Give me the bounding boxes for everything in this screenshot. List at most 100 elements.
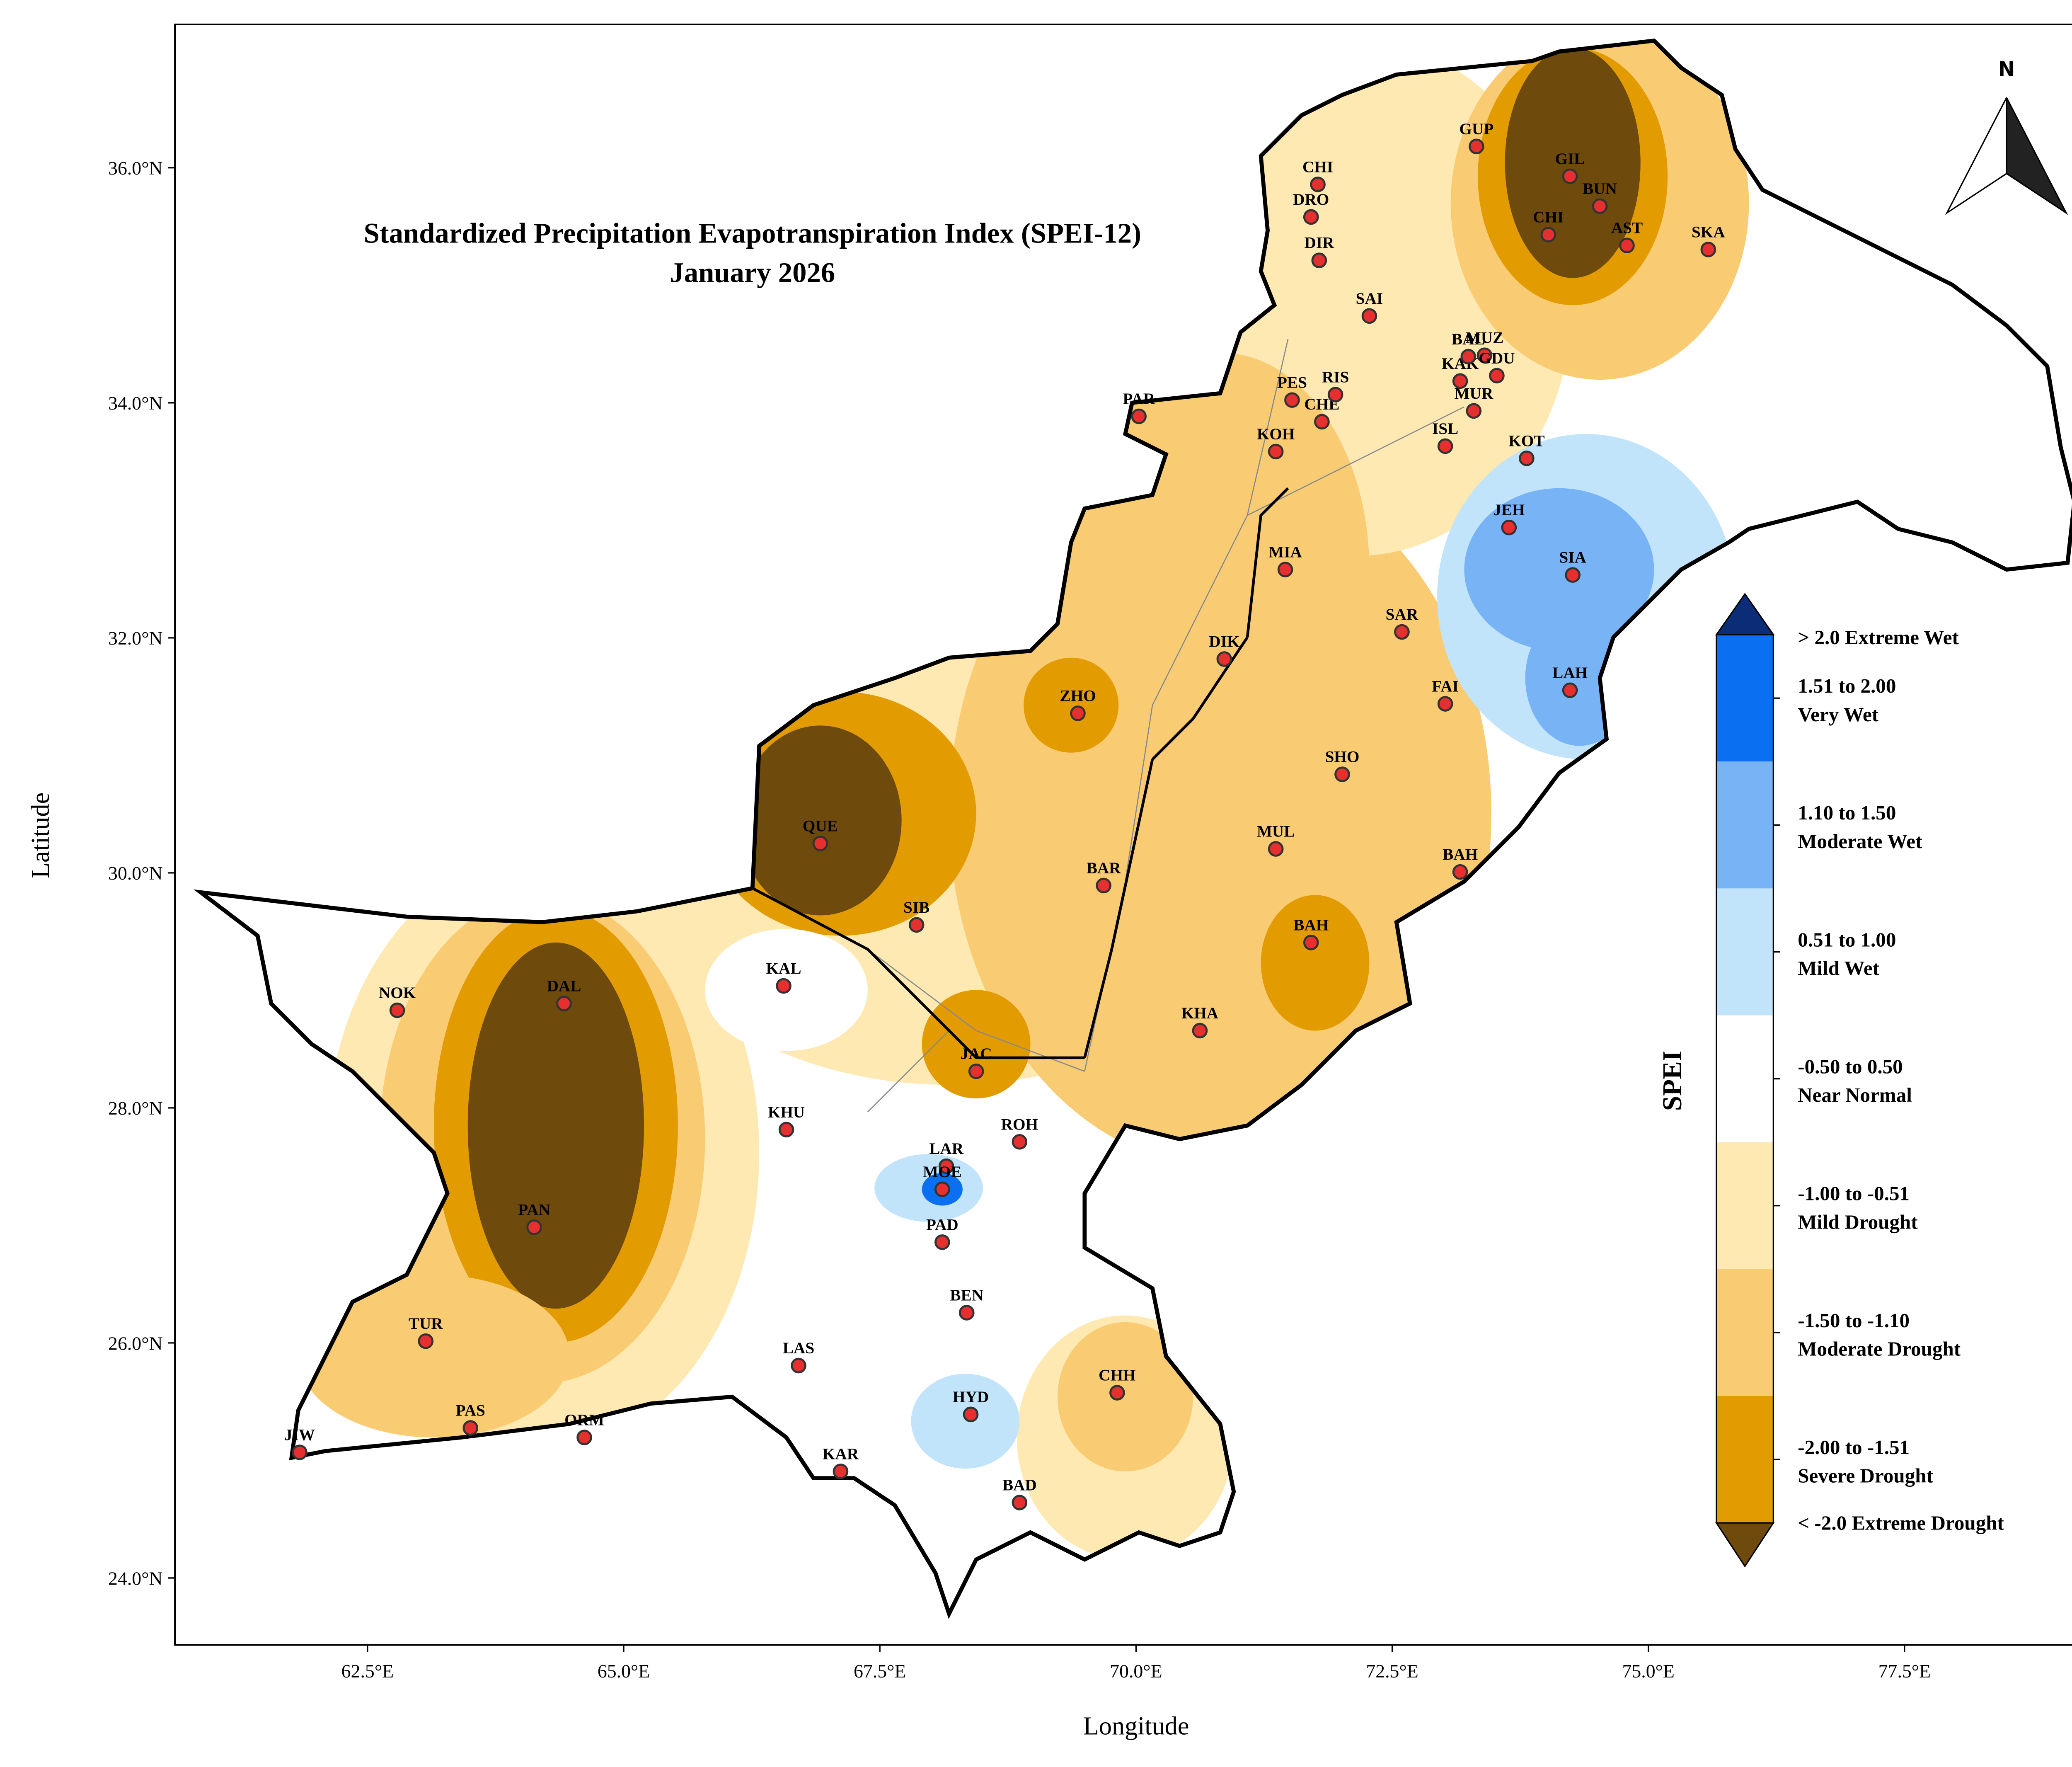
station-marker (1619, 238, 1635, 253)
legend-label-line: Mild Wet (1798, 957, 1879, 979)
x-tick-label: 62.5°E (341, 1660, 394, 1682)
station-label: GIL (1555, 150, 1585, 168)
station-label: SIB (903, 899, 929, 916)
station-label: TUR (409, 1315, 443, 1333)
legend-label-line: Moderate Wet (1798, 830, 1922, 853)
legend-label: < -2.0 Extreme Drought (1798, 1511, 2004, 1534)
station-label: PAS (456, 1402, 485, 1420)
station-label: SAR (1386, 606, 1418, 623)
station-label: BAL (1452, 330, 1485, 348)
station-label: GUP (1459, 120, 1493, 138)
map-title: Standardized Precipitation Evapotranspir… (364, 218, 1141, 249)
y-tick-label: 36.0°N (108, 158, 163, 179)
station-label: DAL (547, 977, 581, 995)
station-marker (418, 1333, 434, 1349)
station-label: PAN (518, 1201, 550, 1219)
station-label: BEN (950, 1287, 983, 1304)
station-marker (1477, 347, 1493, 363)
station-marker (1096, 877, 1111, 894)
station-label: PES (1277, 374, 1307, 392)
station-label: RIS (1322, 368, 1349, 386)
station-marker (1562, 168, 1578, 184)
station-marker (959, 1305, 975, 1321)
legend-label-line: -0.50 to 0.50 (1798, 1055, 1903, 1078)
station-marker (1562, 682, 1578, 698)
province-border (752, 487, 1289, 1059)
legend-swatch (1716, 635, 1774, 762)
station-marker (791, 1357, 806, 1374)
station-marker (1452, 864, 1468, 880)
station-marker (1700, 242, 1716, 257)
legend-label-line: -1.00 to -0.51 (1798, 1182, 1910, 1205)
station-label: NOK (379, 984, 416, 1002)
station-marker (1565, 567, 1581, 583)
x-axis-label: Longitude (1083, 1712, 1189, 1740)
legend-label: -2.00 to -1.51 Severe Drought (1798, 1436, 1933, 1487)
station-marker (1540, 227, 1556, 242)
legend-swatch (1716, 1396, 1774, 1523)
station-label: KHA (1181, 1004, 1219, 1022)
station-label: PAR (1123, 390, 1155, 408)
station-marker (934, 1181, 950, 1197)
station-label: DIR (1304, 234, 1334, 252)
station-marker (812, 836, 828, 851)
legend-label: 1.10 to 1.50 Moderate Wet (1798, 801, 1922, 853)
station-marker (938, 1158, 954, 1174)
station-marker (1268, 841, 1284, 857)
x-tick-label: 67.5°E (854, 1660, 906, 1682)
y-tick-label: 32.0°N (108, 628, 163, 649)
legend-label-line: -2.00 to -1.51 (1798, 1436, 1910, 1459)
station-label: LAH (1552, 664, 1588, 682)
station-marker (1361, 308, 1377, 324)
legend-swatch (1716, 1269, 1774, 1396)
legend-label-line: Severe Drought (1798, 1464, 1933, 1487)
station-label: CHI (1302, 158, 1333, 176)
station-label: AST (1611, 219, 1643, 237)
station-label: CHI (1533, 208, 1564, 226)
station-label: SKA (1692, 223, 1725, 241)
legend-swatch (1716, 1015, 1774, 1142)
station-label: BAR (1087, 859, 1121, 877)
station-marker (1519, 451, 1535, 466)
station-marker (1284, 392, 1300, 408)
station-marker (1437, 696, 1453, 712)
legend-label: -0.50 to 0.50 Near Normal (1798, 1055, 1912, 1107)
legend-label-line: Near Normal (1798, 1083, 1912, 1106)
station-marker (778, 1122, 794, 1138)
station-marker (1303, 209, 1319, 225)
station-label: MUL (1257, 823, 1295, 841)
station-label: QUE (803, 817, 838, 835)
station-marker (1192, 1023, 1208, 1039)
legend-label-line: -1.50 to -1.10 (1798, 1309, 1910, 1332)
legend-label: 0.51 to 1.00 Mild Wet (1798, 928, 1896, 979)
station-label: KAR (823, 1445, 859, 1463)
y-tick-label: 26.0°N (108, 1333, 163, 1354)
station-label: HYD (953, 1388, 989, 1406)
station-label: KAL (766, 960, 801, 977)
station-marker (934, 1234, 950, 1250)
y-tick-label: 28.0°N (108, 1098, 163, 1119)
legend-label: 1.51 to 2.00 Very Wet (1798, 674, 1896, 726)
station-label: BAD (1002, 1476, 1037, 1494)
station-label: JIW (284, 1426, 315, 1444)
station-label: MUZ (1466, 329, 1504, 347)
station-marker (1310, 177, 1326, 192)
x-tick-label: 75.0°E (1622, 1660, 1674, 1682)
station-marker (833, 1463, 849, 1479)
legend-label: -1.50 to -1.10 Moderate Drought (1798, 1309, 1961, 1360)
station-label: PAD (926, 1216, 959, 1234)
station-label: CHH (1099, 1367, 1135, 1384)
station-marker (462, 1420, 479, 1436)
station-label: KOT (1508, 432, 1544, 450)
legend-label: -1.00 to -0.51 Mild Drought (1798, 1182, 1918, 1234)
legend-swatch (1716, 888, 1774, 1016)
y-axis-label: Latitude (27, 793, 55, 878)
station-label: SAI (1356, 290, 1383, 308)
x-tick-label: 72.5°E (1366, 1660, 1418, 1682)
station-marker (389, 1002, 405, 1018)
station-label: BUN (1583, 180, 1617, 198)
station-label: JEH (1493, 501, 1525, 519)
station-marker (1268, 444, 1284, 460)
station-marker (1303, 935, 1319, 950)
